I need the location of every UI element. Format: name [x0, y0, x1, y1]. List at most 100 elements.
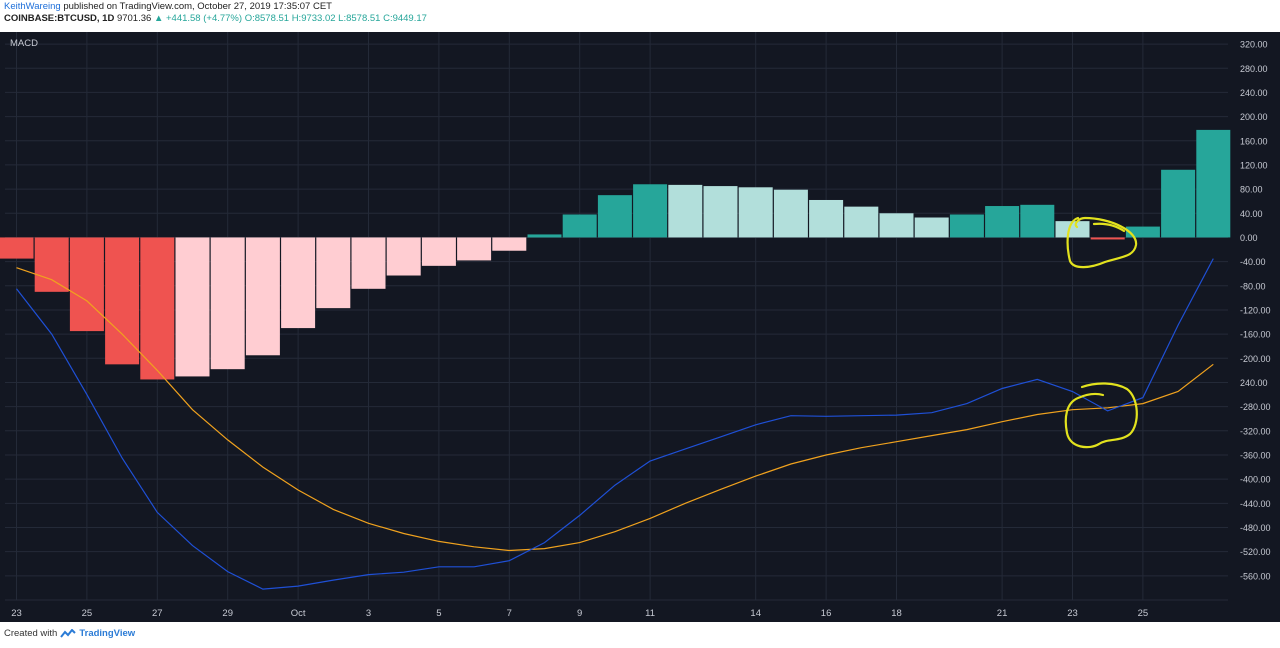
symbol-label: COINBASE:BTCUSD, 1D	[4, 13, 115, 24]
histogram-bar	[879, 213, 914, 238]
x-tick-label: 16	[821, 608, 832, 619]
price-change: +441.58 (+4.77%)	[165, 13, 243, 24]
y-tick-label: -560.00	[1240, 571, 1271, 581]
up-arrow-icon: ▲	[153, 13, 164, 24]
histogram-bar	[1090, 237, 1125, 240]
x-tick-label: 3	[366, 608, 371, 619]
histogram-bar	[0, 237, 34, 259]
indicator-title: MACD	[10, 38, 38, 49]
annotations	[1064, 216, 1138, 449]
x-tick-label: 9	[577, 608, 582, 619]
symbol-line: COINBASE:BTCUSD, 1D 9701.36 ▲ +441.58 (+…	[4, 13, 427, 25]
histogram-bar	[69, 237, 104, 332]
y-tick-label: -80.00	[1240, 281, 1266, 291]
histogram-bar	[738, 187, 773, 238]
x-tick-label: 5	[436, 608, 441, 619]
chart-header: KeithWareing published on TradingView.co…	[4, 1, 427, 25]
x-tick-label: Oct	[291, 608, 306, 619]
y-tick-label: -120.00	[1240, 305, 1271, 315]
histogram-bar	[245, 237, 280, 356]
histogram-bar	[140, 237, 175, 380]
y-tick-label: -360.00	[1240, 450, 1271, 460]
histogram-bar	[175, 237, 210, 377]
price-axis-panel	[1228, 32, 1280, 622]
last-price: 9701.36	[116, 13, 152, 24]
highlight-circle-histogram	[1066, 216, 1138, 269]
signal-line	[16, 267, 1214, 552]
x-axis-labels: 23 25 27 29 Oct 3 5 7 9 11 14 16 18 21 23 25	[11, 608, 1148, 619]
published-text: published on TradingView.com, October 27…	[63, 1, 332, 12]
macd-chart-svg[interactable]: MACD 320.00280.00240.00200.00160.00120.00…	[0, 32, 1280, 622]
histogram-bar	[703, 186, 738, 238]
x-tick-label: 27	[152, 608, 163, 619]
y-tick-label: 0.00	[1240, 233, 1258, 243]
y-tick-label: -400.00	[1240, 475, 1271, 485]
x-tick-label: 29	[222, 608, 233, 619]
histogram-bar	[668, 184, 703, 238]
y-tick-label: -40.00	[1240, 257, 1266, 267]
y-tick-label: -480.00	[1240, 523, 1271, 533]
histogram-bar	[597, 195, 632, 238]
author-link[interactable]: KeithWareing	[4, 1, 61, 12]
histogram-bar	[316, 237, 351, 309]
x-tick-label: 14	[750, 608, 761, 619]
histogram-bar	[105, 237, 140, 365]
histogram-bar	[457, 237, 492, 261]
histogram-bar	[1125, 226, 1160, 238]
histogram-bar	[562, 214, 597, 238]
histogram-bar	[421, 237, 456, 266]
histogram-bar	[1055, 221, 1090, 238]
y-tick-label: 120.00	[1240, 160, 1268, 170]
x-tick-label: 21	[997, 608, 1008, 619]
y-tick-label: -520.00	[1240, 547, 1271, 557]
x-tick-label: 25	[1138, 608, 1149, 619]
ohlc-values: O:8578.51 H:9733.02 L:8578.51 C:9449.17	[244, 13, 427, 24]
histogram-bar	[633, 184, 668, 238]
created-with-label: Created with	[4, 628, 58, 639]
histogram-bar	[1020, 204, 1055, 238]
histogram-bar	[1196, 129, 1231, 238]
y-tick-label: -440.00	[1240, 499, 1271, 509]
x-tick-label: 11	[645, 608, 655, 619]
histogram-bar	[527, 234, 562, 238]
x-tick-label: 23	[1067, 608, 1078, 619]
histogram-bar	[386, 237, 421, 276]
y-tick-label: 240.00	[1240, 378, 1268, 388]
histogram-bar	[949, 214, 984, 238]
histogram-bar	[844, 206, 879, 238]
tradingview-logo-icon	[60, 628, 77, 638]
y-tick-label: 160.00	[1240, 136, 1268, 146]
histogram-bar	[985, 206, 1020, 238]
histogram-bar	[281, 237, 316, 329]
histogram-bar	[34, 237, 69, 292]
x-tick-label: 23	[11, 608, 22, 619]
y-tick-label: 320.00	[1240, 40, 1268, 50]
x-tick-label: 25	[82, 608, 93, 619]
histogram-bars	[0, 129, 1231, 380]
y-tick-label: -200.00	[1240, 354, 1271, 364]
tradingview-brand[interactable]: TradingView	[79, 628, 136, 639]
histogram-bar	[773, 189, 808, 238]
histogram-bar	[1161, 169, 1196, 238]
y-tick-label: 200.00	[1240, 112, 1268, 122]
y-tick-label: 40.00	[1240, 209, 1263, 219]
histogram-bar	[809, 199, 844, 238]
highlight-circle-crossover	[1064, 382, 1138, 449]
histogram-bar	[914, 217, 949, 238]
y-tick-label: -320.00	[1240, 426, 1271, 436]
publish-line: KeithWareing published on TradingView.co…	[4, 1, 427, 13]
y-axis-labels: 320.00 280.00 240.00 200.00 160.00 120.00 80.0…	[1240, 40, 1271, 582]
footer: Created with TradingView	[4, 628, 135, 639]
histogram-bar	[492, 237, 527, 251]
y-tick-label: -160.00	[1240, 330, 1271, 340]
y-tick-label: 240.00	[1240, 88, 1268, 98]
x-tick-label: 18	[891, 608, 902, 619]
x-tick-label: 7	[507, 608, 512, 619]
y-tick-label: -280.00	[1240, 402, 1271, 412]
macd-chart[interactable]: MACD 320.00 280.00 240.00 200.00 160.00 120.00…	[0, 32, 1280, 622]
y-tick-label: 280.00	[1240, 64, 1268, 74]
histogram-bar	[210, 237, 245, 370]
macd-line	[16, 258, 1214, 590]
y-tick-label: 80.00	[1240, 185, 1263, 195]
histogram-bar	[351, 237, 386, 289]
